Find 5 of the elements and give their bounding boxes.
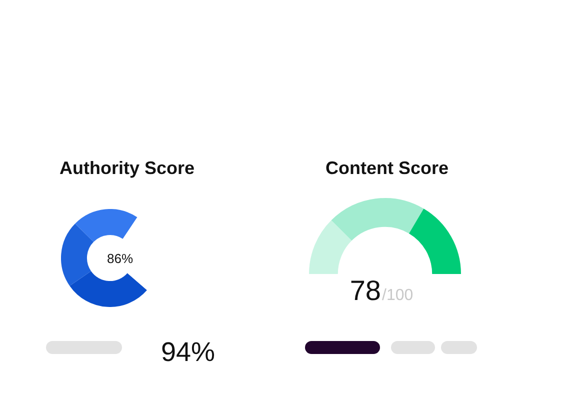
chart-title: Content Score: [325, 158, 449, 179]
text: 94%: [160, 336, 216, 366]
chart-title: Authority Score: [59, 158, 195, 179]
text: 78: [350, 275, 381, 306]
text: 86%: [106, 250, 134, 266]
